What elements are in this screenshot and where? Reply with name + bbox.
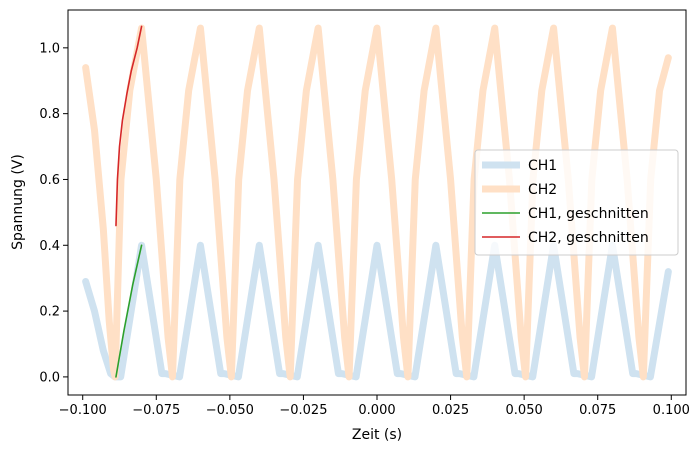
legend-label-2: CH2 [528,182,557,198]
x-axis: −0.100 −0.075 −0.050 −0.025 0.000 0.025 0.050 0… [59,395,690,418]
x-tick-label: −0.025 [279,403,327,418]
legend: CH1 CH2 CH1, geschnitten CH2, geschnitten [474,149,679,256]
series-line-1 [82,241,672,381]
y-tick-label: 1.0 [39,41,60,56]
legend-label-4: CH2, geschnitten [528,230,649,246]
y-tick-label: 0.4 [39,239,60,254]
legend-box [474,149,679,256]
x-axis-label: Zeit (s) [352,427,402,443]
x-tick-label: −0.100 [59,403,107,418]
y-axis-label: Spannung (V) [10,154,26,250]
x-tick-label: 0.050 [506,403,543,418]
series-line-3 [115,244,143,378]
x-tick-label: 0.025 [432,403,469,418]
y-tick-label: 0.2 [39,305,60,320]
series-line-2 [82,24,672,381]
x-tick-label: −0.050 [206,403,254,418]
y-tick-label: 0.8 [39,107,60,122]
y-axis: 0.0 0.2 0.4 0.6 0.8 1.0 [39,41,68,385]
series-layer [82,24,672,381]
x-tick-label: −0.075 [132,403,180,418]
y-tick-label: 0.6 [39,173,60,188]
x-tick-label: 0.100 [653,403,690,418]
x-tick-label: 0.075 [579,403,616,418]
legend-label-3: CH1, geschnitten [528,206,649,222]
x-tick-label: 0.000 [358,403,395,418]
legend-label-1: CH1 [528,158,557,174]
series-line-4 [115,25,143,227]
y-tick-label: 0.0 [39,370,60,385]
